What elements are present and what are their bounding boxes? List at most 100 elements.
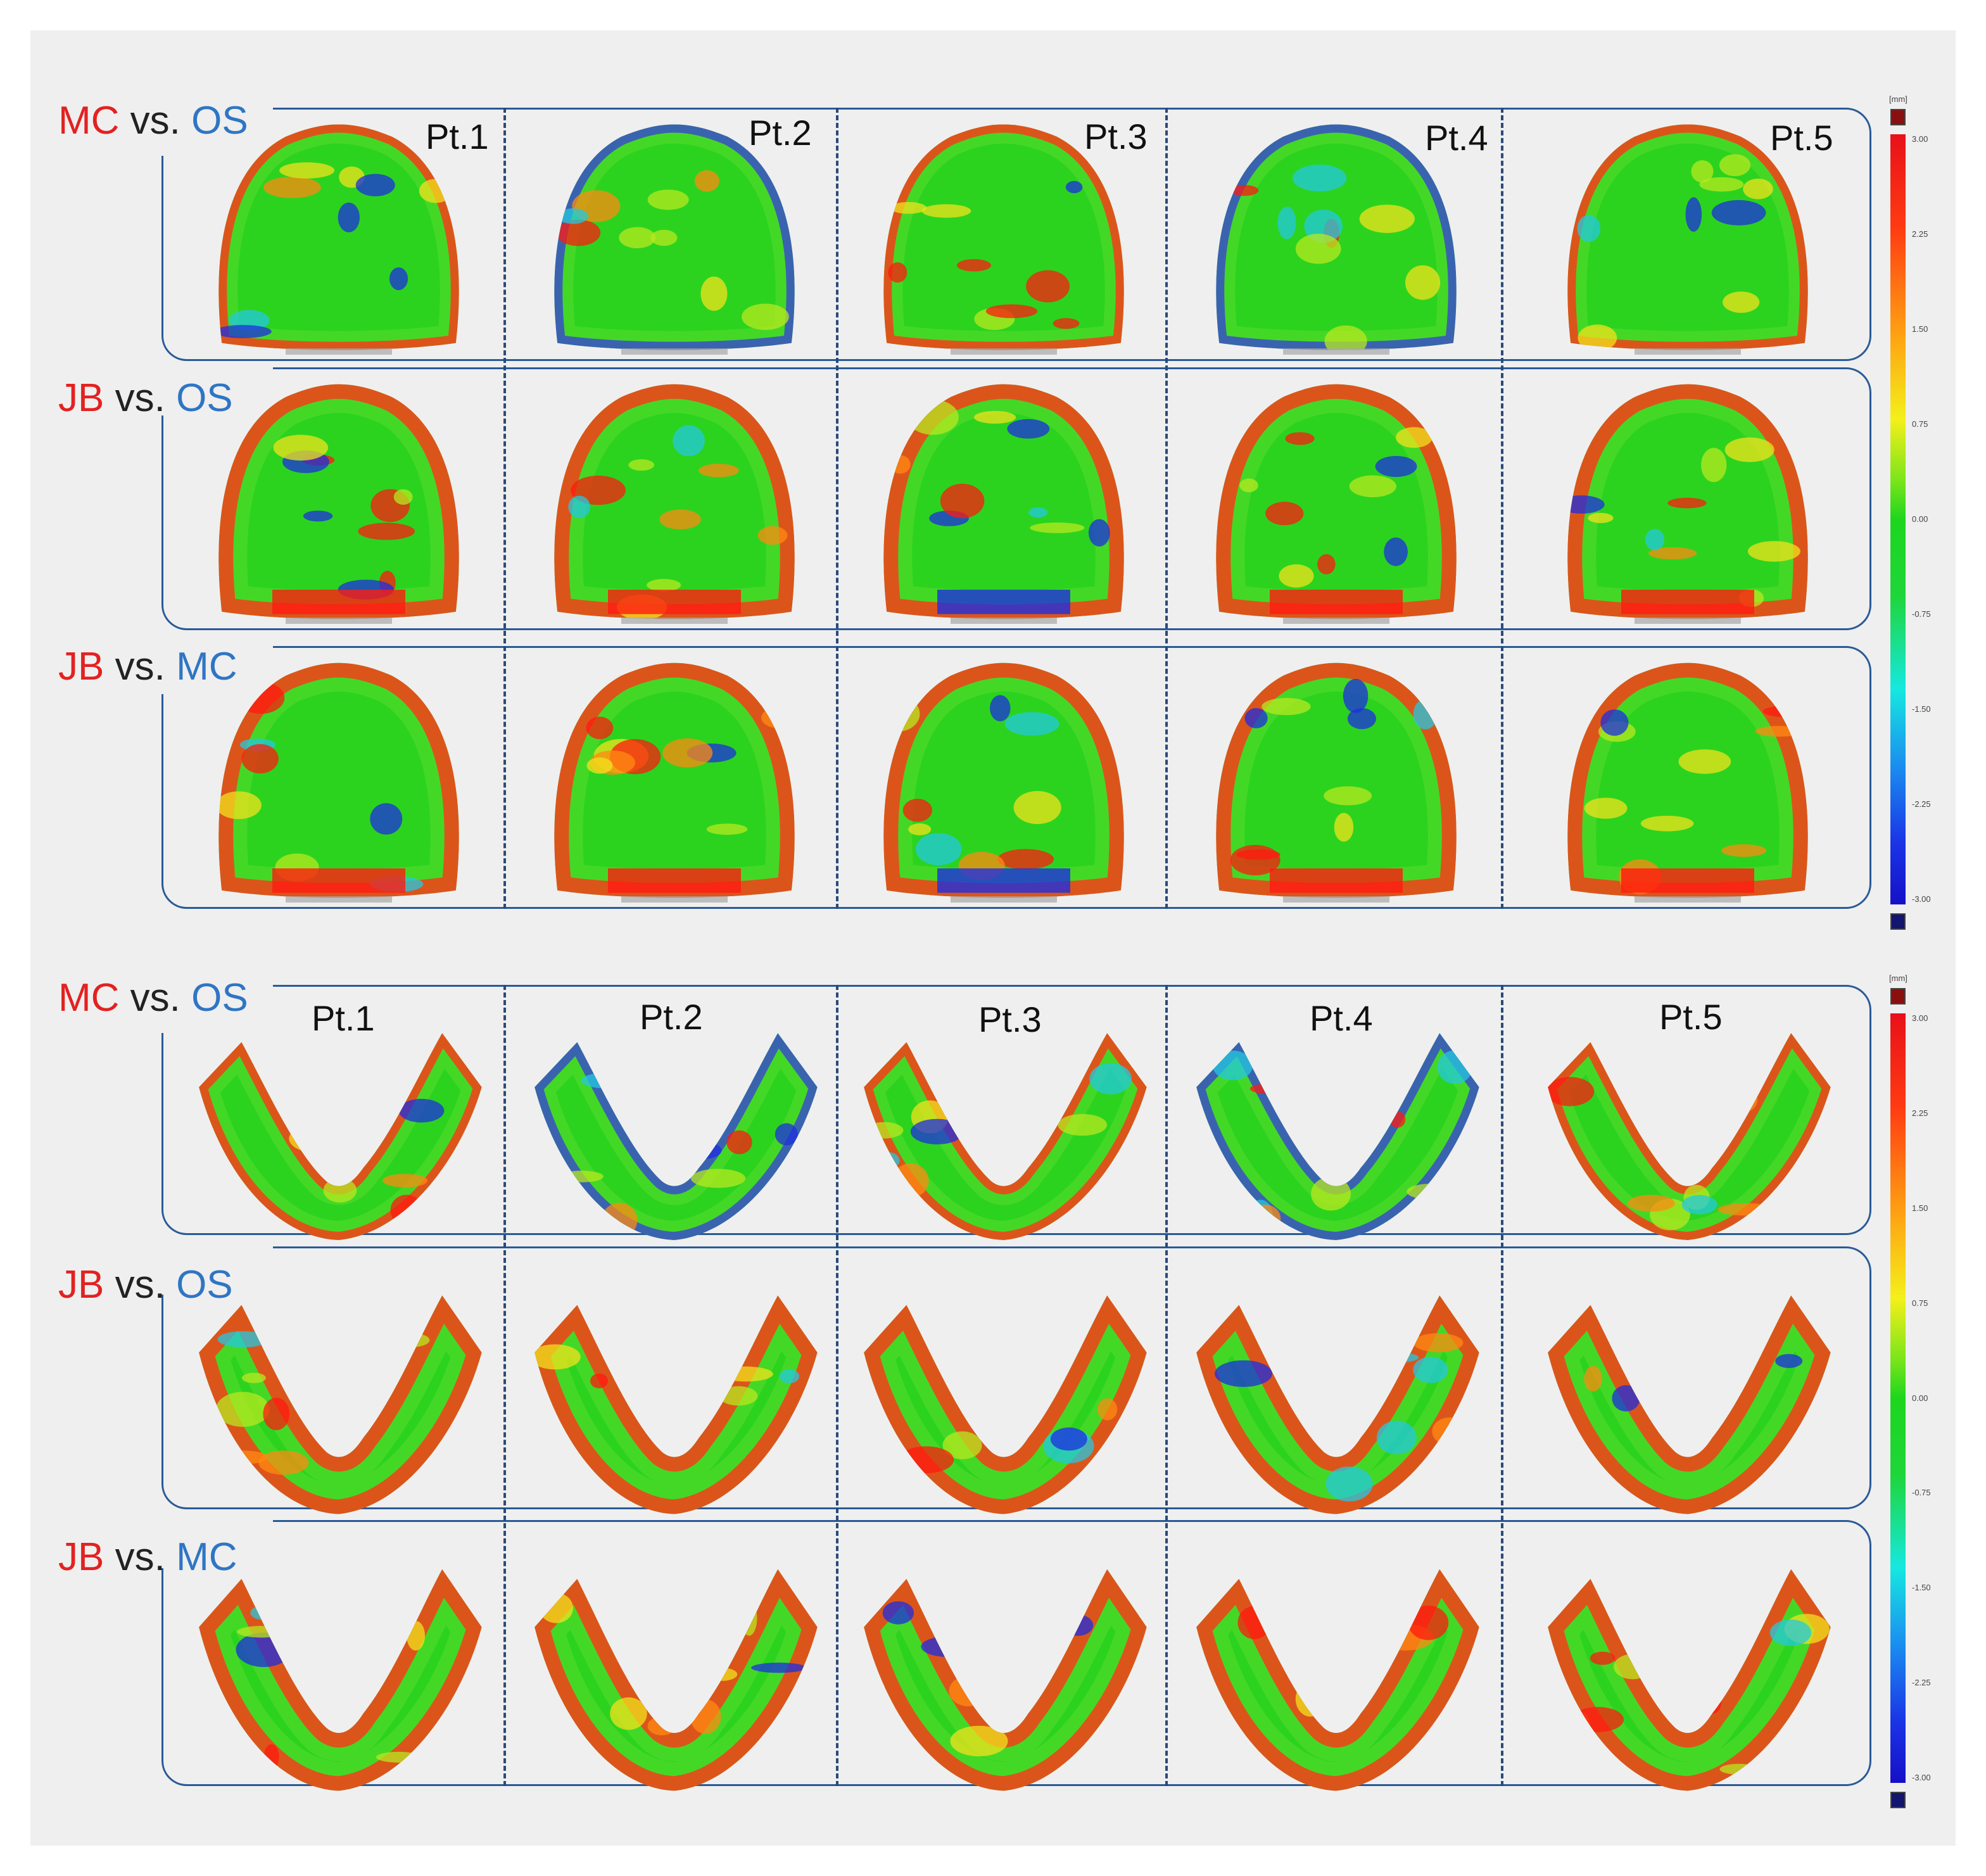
comparison-vs: vs. — [115, 1535, 165, 1579]
deviation-map-mandibular-r2-pt1 — [199, 1295, 482, 1514]
patient-label-4: Pt.4 — [1310, 998, 1373, 1038]
deviation-map-mandibular-r2-pt2 — [534, 1295, 818, 1514]
patient-column-divider — [1165, 108, 1168, 909]
comparison-method-b: MC — [176, 1535, 237, 1579]
comparison-label: MC vs. OS — [58, 979, 248, 1018]
row-frame-maxillary-3 — [161, 646, 1871, 909]
frame-label-gap — [159, 643, 273, 694]
patient-label-3: Pt.3 — [1084, 117, 1148, 156]
comparison-vs: vs. — [130, 99, 180, 143]
comparison-label: MC vs. OS — [58, 101, 248, 141]
patient-column-divider — [1501, 108, 1503, 909]
frame-label-gap — [159, 365, 273, 415]
deviation-map-mandibular-r2-pt3 — [864, 1295, 1147, 1514]
comparison-method-b: MC — [176, 645, 237, 688]
deviation-map-mandibular-r1-pt5 — [1548, 1033, 1831, 1240]
deviation-map-mandibular-r2-pt4 — [1196, 1295, 1479, 1514]
deviation-map-maxillary-r1-pt1 — [218, 124, 459, 355]
colorbar-unit: [mm] — [1889, 973, 1907, 983]
colorbar-tick-label: 3.00 — [1912, 1013, 1928, 1023]
patient-column-divider — [836, 985, 838, 1786]
deviation-map-mandibular-r1-pt2 — [534, 1033, 818, 1240]
patient-column-divider — [503, 108, 506, 909]
comparison-vs: vs. — [115, 1263, 165, 1307]
colorbar-tick-label: 3.00 — [1912, 134, 1928, 144]
deviation-map-mandibular-r3-pt5 — [1548, 1569, 1831, 1791]
colorbar-unit: [mm] — [1889, 94, 1907, 104]
deviation-map-maxillary-r3-pt3 — [883, 662, 1124, 903]
patient-label-1: Pt.1 — [426, 117, 489, 156]
patient-label-1: Pt.1 — [312, 998, 375, 1038]
frame-label-gap — [159, 105, 273, 156]
deviation-map-maxillary-r2-pt3 — [883, 384, 1124, 624]
deviation-map-maxillary-r1-pt2 — [554, 124, 795, 355]
colorbar-under-range-swatch — [1890, 913, 1906, 930]
deviation-map-mandibular-r1-pt3 — [864, 1033, 1147, 1240]
colorbar-tick-label: 0.75 — [1912, 1298, 1928, 1308]
deviation-map-mandibular-r3-pt1 — [199, 1569, 482, 1791]
patient-column-divider — [1501, 985, 1503, 1786]
comparison-vs: vs. — [130, 976, 180, 1020]
colorbar-tick-label: -0.75 — [1912, 1488, 1931, 1498]
deviation-map-maxillary-r2-pt1 — [218, 384, 459, 624]
patient-label-5: Pt.5 — [1770, 118, 1833, 158]
patient-label-2: Pt.2 — [749, 113, 812, 153]
comparison-method-a: JB — [58, 1263, 104, 1307]
deviation-map-mandibular-r1-pt4 — [1196, 1033, 1479, 1240]
colorbar-tick-label: -1.50 — [1912, 1583, 1931, 1593]
colorbar-tick-label: 1.50 — [1912, 1203, 1928, 1213]
deviation-map-maxillary-r2-pt5 — [1567, 384, 1808, 624]
comparison-method-a: JB — [58, 1535, 104, 1579]
comparison-vs: vs. — [115, 376, 165, 420]
deviation-map-maxillary-r1-pt4 — [1216, 124, 1457, 355]
patient-column-divider — [836, 108, 838, 909]
colorbar-gradient — [1890, 134, 1906, 904]
patient-label-2: Pt.2 — [640, 997, 703, 1037]
patient-label-4: Pt.4 — [1425, 118, 1488, 158]
deviation-map-mandibular-r1-pt1 — [199, 1033, 482, 1240]
colorbar-tick-label: -2.25 — [1912, 799, 1931, 809]
comparison-label: JB vs. MC — [58, 1538, 237, 1577]
colorbar-tick-label: 2.25 — [1912, 1108, 1928, 1118]
row-frame-maxillary-1 — [161, 108, 1871, 361]
frame-label-gap — [159, 982, 273, 1033]
comparison-label: JB vs. OS — [58, 379, 233, 418]
comparison-method-a: MC — [58, 99, 120, 143]
colorbar-tick-label: -1.50 — [1912, 704, 1931, 714]
colorbar-over-range-swatch — [1890, 988, 1906, 1005]
colorbar-over-range-swatch — [1890, 109, 1906, 125]
deviation-map-maxillary-r3-pt1 — [218, 662, 459, 903]
deviation-map-mandibular-r2-pt5 — [1548, 1295, 1831, 1514]
row-frame-maxillary-2 — [161, 367, 1871, 630]
comparison-label: JB vs. OS — [58, 1265, 233, 1305]
deviation-map-mandibular-r3-pt3 — [864, 1569, 1147, 1791]
deviation-map-maxillary-r3-pt4 — [1216, 662, 1457, 903]
deviation-map-maxillary-r3-pt5 — [1567, 662, 1808, 903]
colorbar-tick-label: 0.00 — [1912, 1393, 1928, 1403]
colorbar-gradient — [1890, 1013, 1906, 1783]
comparison-label: JB vs. MC — [58, 647, 237, 687]
deviation-map-maxillary-r1-pt5 — [1567, 124, 1808, 355]
colorbar-tick-label: -3.00 — [1912, 894, 1931, 904]
deviation-map-maxillary-r1-pt3 — [883, 124, 1124, 355]
deviation-map-maxillary-r2-pt4 — [1216, 384, 1457, 624]
patient-column-divider — [1165, 985, 1168, 1786]
colorbar-tick-label: 2.25 — [1912, 229, 1928, 239]
patient-label-3: Pt.3 — [978, 999, 1042, 1039]
colorbar-tick-label: -2.25 — [1912, 1678, 1931, 1688]
comparison-method-b: OS — [191, 99, 248, 143]
colorbar-tick-label: 1.50 — [1912, 324, 1928, 334]
comparison-method-a: JB — [58, 376, 104, 420]
frame-label-gap — [159, 1518, 273, 1568]
colorbar-tick-label: 0.00 — [1912, 514, 1928, 524]
colorbar-tick-label: -0.75 — [1912, 609, 1931, 619]
deviation-map-mandibular-r3-pt2 — [534, 1569, 818, 1791]
deviation-map-maxillary-r3-pt2 — [554, 662, 795, 903]
patient-label-5: Pt.5 — [1659, 997, 1723, 1037]
comparison-method-b: OS — [191, 976, 248, 1020]
colorbar-tick-label: 0.75 — [1912, 419, 1928, 429]
patient-column-divider — [503, 985, 506, 1786]
deviation-map-maxillary-r2-pt2 — [554, 384, 795, 624]
comparison-method-a: MC — [58, 976, 120, 1020]
comparison-method-a: JB — [58, 645, 104, 688]
